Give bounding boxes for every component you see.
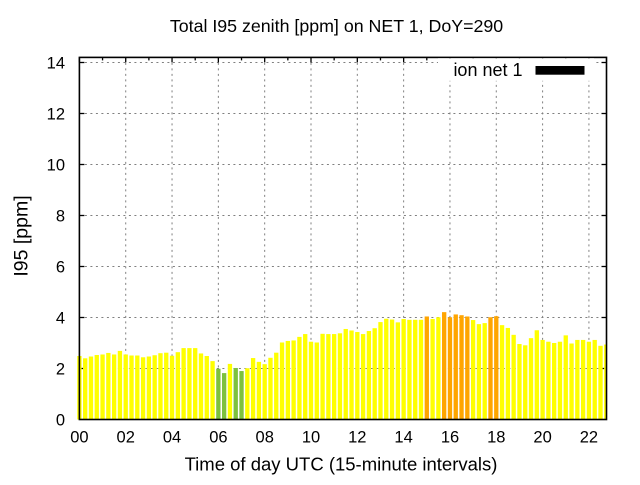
svg-text:12: 12 bbox=[348, 429, 366, 447]
svg-text:2: 2 bbox=[56, 361, 65, 379]
svg-text:18: 18 bbox=[487, 429, 505, 447]
svg-text:00: 00 bbox=[70, 429, 88, 447]
svg-text:12: 12 bbox=[47, 106, 65, 124]
svg-text:14: 14 bbox=[47, 55, 65, 73]
svg-text:0: 0 bbox=[56, 412, 65, 430]
svg-text:14: 14 bbox=[394, 429, 412, 447]
svg-text:08: 08 bbox=[256, 429, 274, 447]
svg-text:Time of day UTC (15-minute int: Time of day UTC (15-minute intervals) bbox=[185, 454, 498, 475]
svg-text:20: 20 bbox=[533, 429, 551, 447]
svg-text:10: 10 bbox=[47, 157, 65, 175]
svg-text:I95 [ppm]: I95 [ppm] bbox=[11, 195, 33, 276]
svg-text:22: 22 bbox=[580, 429, 598, 447]
svg-text:04: 04 bbox=[163, 429, 181, 447]
svg-text:Total I95 zenith [ppm] on NET: Total I95 zenith [ppm] on NET 1, DoY=290 bbox=[170, 16, 503, 36]
svg-text:8: 8 bbox=[56, 208, 65, 226]
svg-text:4: 4 bbox=[56, 310, 65, 328]
svg-text:02: 02 bbox=[117, 429, 135, 447]
svg-text:ion net 1: ion net 1 bbox=[453, 60, 522, 80]
svg-text:10: 10 bbox=[302, 429, 320, 447]
svg-text:16: 16 bbox=[441, 429, 459, 447]
svg-text:6: 6 bbox=[56, 259, 65, 277]
svg-text:06: 06 bbox=[209, 429, 227, 447]
